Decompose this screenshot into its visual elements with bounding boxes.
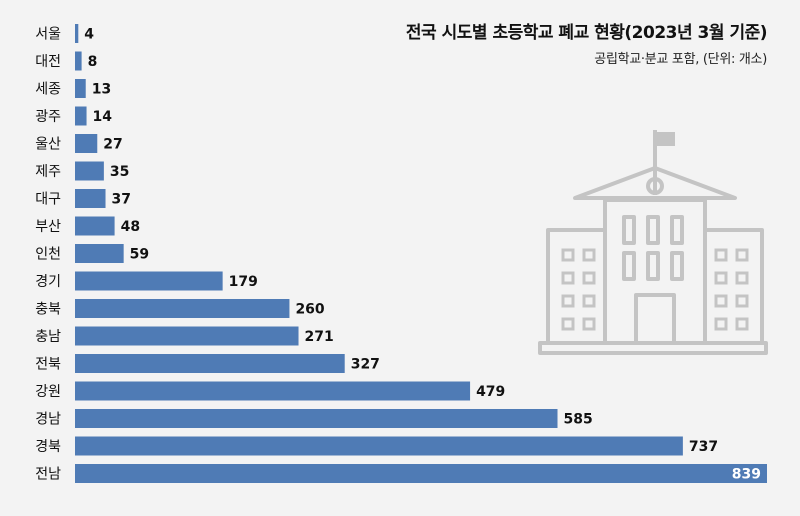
value-label: 35 [110, 164, 129, 180]
category-label: 인천 [35, 247, 61, 263]
bar [75, 464, 767, 483]
bar [75, 24, 79, 43]
bars-group: 서울 4 대전 8 세종 13 광주 14 울산 27 제주 35 대구 37 부산 48 인천 59 경기 179 충… [35, 24, 767, 483]
value-label: 327 [351, 357, 380, 373]
bar [75, 271, 223, 291]
value-label: 37 [112, 192, 131, 208]
category-label: 경기 [35, 274, 61, 290]
bar [75, 354, 345, 373]
bar [75, 299, 290, 318]
bar [75, 436, 683, 456]
category-label: 충남 [35, 329, 61, 345]
category-label: 경북 [35, 439, 61, 455]
category-label: 경남 [35, 412, 61, 428]
bar [75, 51, 82, 71]
bar [75, 381, 471, 401]
bar [75, 161, 104, 181]
value-label: 59 [130, 247, 149, 263]
value-label: 479 [476, 384, 505, 400]
bar [75, 134, 98, 153]
value-label: 8 [88, 54, 98, 70]
value-label: 585 [564, 412, 593, 428]
value-label: 27 [103, 137, 122, 153]
value-label: 48 [121, 219, 140, 235]
category-label: 대구 [35, 192, 61, 208]
bar [75, 189, 106, 208]
category-label: 전북 [35, 357, 61, 373]
category-label: 광주 [35, 109, 61, 125]
category-label: 제주 [35, 164, 61, 180]
category-label: 서울 [35, 27, 61, 43]
chart-subtitle: 공립학교·분교 포함, (단위: 개소) [594, 52, 767, 67]
value-label: 839 [732, 467, 761, 483]
value-label: 179 [229, 274, 258, 290]
value-label: 4 [84, 27, 94, 43]
value-label: 737 [689, 439, 718, 455]
bar [75, 79, 86, 98]
category-label: 강원 [35, 384, 61, 400]
bar [75, 326, 299, 346]
school-building-icon [538, 130, 768, 355]
bar [75, 216, 115, 236]
bar [75, 244, 124, 263]
category-label: 울산 [35, 137, 61, 153]
category-label: 세종 [35, 82, 61, 98]
category-label: 전남 [35, 467, 61, 483]
value-label: 260 [295, 302, 324, 318]
bar [75, 409, 558, 428]
category-label: 충북 [35, 302, 61, 318]
wing-windows [561, 248, 749, 331]
value-label: 271 [305, 329, 334, 345]
category-label: 부산 [35, 219, 61, 235]
chart-title: 전국 시도별 초등학교 폐교 현황(2023년 3월 기준) [405, 23, 768, 43]
value-label: 13 [92, 82, 111, 98]
value-label: 14 [93, 109, 113, 125]
bar [75, 106, 87, 126]
category-label: 대전 [35, 54, 61, 70]
